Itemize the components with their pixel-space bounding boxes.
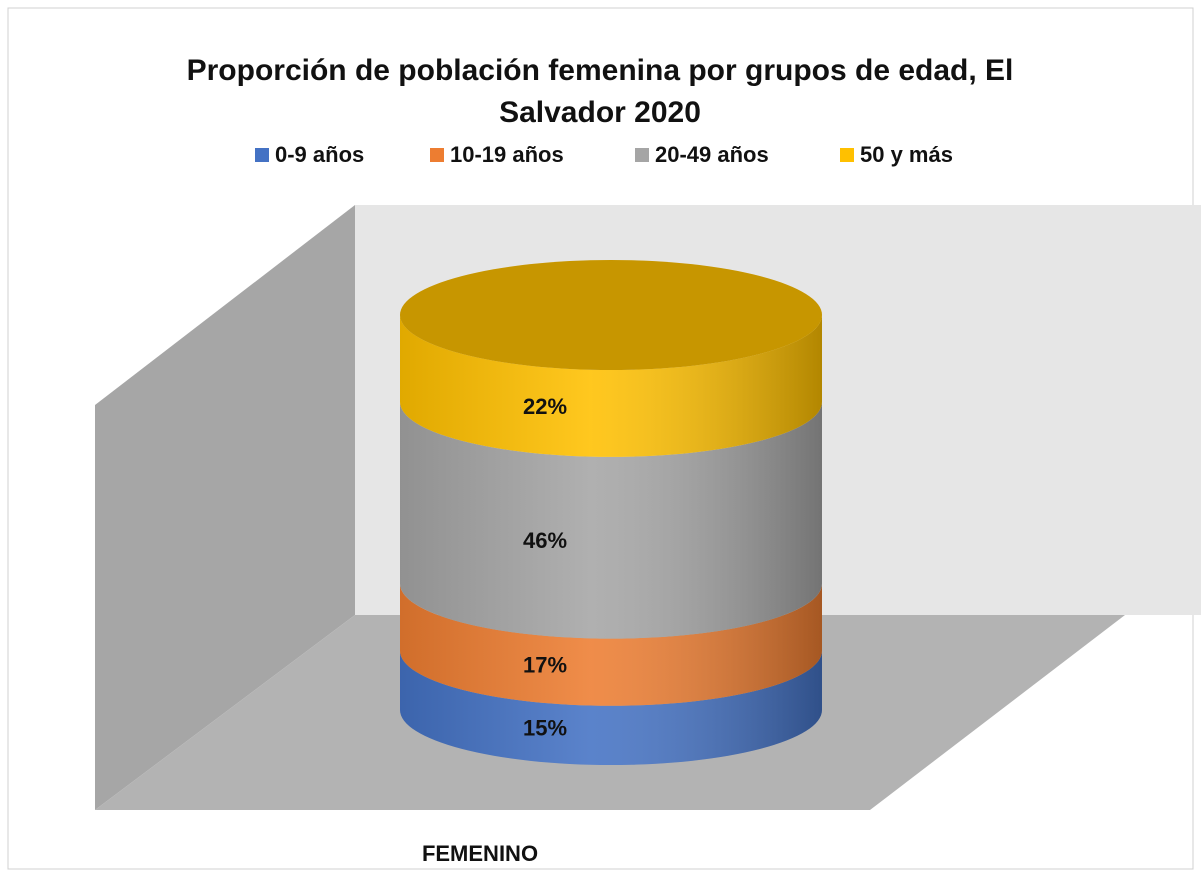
data-label: 17% <box>523 652 567 677</box>
side-wall <box>95 205 355 810</box>
legend-label: 50 y más <box>860 142 953 167</box>
chart-title: Proporción de población femenina por gru… <box>186 54 1014 129</box>
segment-shade <box>400 401 822 639</box>
legend-label: 10-19 años <box>450 142 564 167</box>
x-tick-label: FEMENINO <box>422 841 538 866</box>
data-label: 15% <box>523 716 567 741</box>
data-label: 46% <box>523 528 567 553</box>
cylinder-top <box>400 260 822 370</box>
segment-shade <box>400 315 822 457</box>
legend-swatch <box>840 148 854 162</box>
legend-label: 20-49 años <box>655 142 769 167</box>
legend-swatch <box>255 148 269 162</box>
segment-shade <box>400 583 822 706</box>
data-label: 22% <box>523 394 567 419</box>
legend-swatch <box>430 148 444 162</box>
segment-shade <box>400 650 822 765</box>
legend-label: 0-9 años <box>275 142 364 167</box>
cylinder-top-shade <box>400 260 822 370</box>
legend-swatch <box>635 148 649 162</box>
